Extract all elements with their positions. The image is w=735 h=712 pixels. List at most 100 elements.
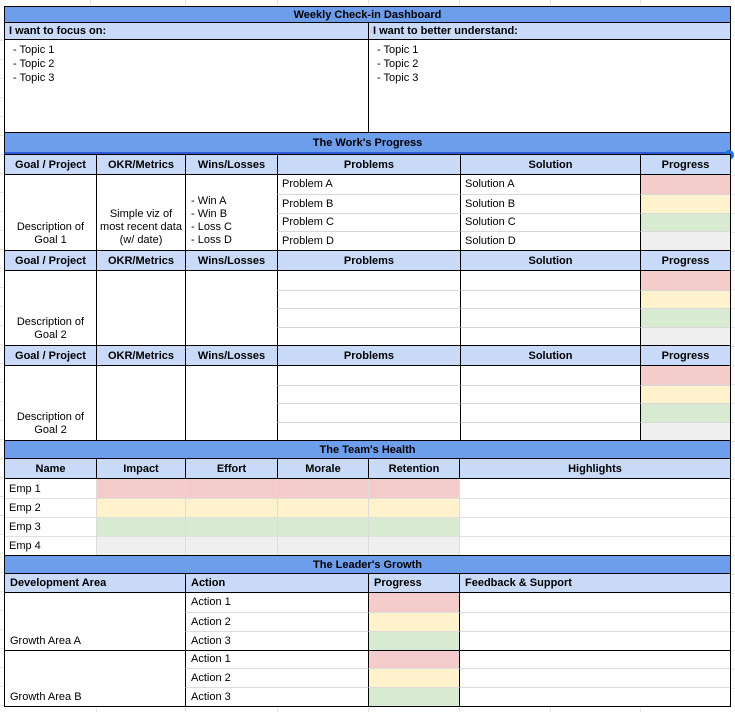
progress-status-cell[interactable] bbox=[640, 175, 730, 194]
col-header-action[interactable]: Action bbox=[185, 574, 368, 592]
col-header-goal-project[interactable]: Goal / Project bbox=[5, 346, 96, 365]
problem-cell[interactable] bbox=[277, 366, 460, 385]
action-cell[interactable]: Action 3 bbox=[185, 687, 368, 706]
employee-name-cell[interactable]: Emp 1 bbox=[5, 479, 96, 498]
problem-cell[interactable] bbox=[277, 289, 460, 308]
problem-cell[interactable]: Problem B bbox=[277, 193, 460, 213]
growth-area-cell[interactable]: Growth Area A bbox=[10, 634, 81, 647]
col-header-progress[interactable]: Progress bbox=[640, 346, 730, 365]
col-header-highlights[interactable]: Highlights bbox=[459, 459, 730, 478]
highlights-cell[interactable] bbox=[459, 479, 730, 498]
col-header-goal-project[interactable]: Goal / Project bbox=[5, 155, 96, 174]
focus-header-cell[interactable]: I want to focus on: bbox=[5, 23, 368, 39]
col-header-solution[interactable]: Solution bbox=[460, 346, 640, 365]
progress-status-cell[interactable] bbox=[640, 289, 730, 308]
impact-status-cell[interactable] bbox=[96, 536, 185, 555]
progress-status-cell[interactable] bbox=[640, 193, 730, 213]
solution-cell[interactable] bbox=[460, 384, 640, 403]
feedback-cell[interactable] bbox=[459, 687, 730, 706]
highlights-cell[interactable] bbox=[459, 517, 730, 536]
effort-status-cell[interactable] bbox=[185, 498, 277, 517]
solution-cell[interactable] bbox=[460, 366, 640, 385]
employee-name-cell[interactable]: Emp 2 bbox=[5, 498, 96, 517]
morale-status-cell[interactable] bbox=[277, 498, 368, 517]
dashboard-title-bar[interactable]: Weekly Check-in Dashboard bbox=[4, 6, 731, 23]
progress-status-cell[interactable] bbox=[640, 231, 730, 250]
progress-status-cell[interactable] bbox=[368, 668, 459, 688]
progress-status-cell[interactable] bbox=[368, 593, 459, 612]
col-header-feedback-support[interactable]: Feedback & Support bbox=[459, 574, 730, 592]
works-progress-section-bar[interactable]: The Work's Progress bbox=[4, 132, 731, 154]
feedback-cell[interactable] bbox=[459, 668, 730, 688]
progress-status-cell[interactable] bbox=[640, 384, 730, 403]
teams-health-section-bar[interactable]: The Team's Health bbox=[4, 440, 731, 459]
effort-status-cell[interactable] bbox=[185, 536, 277, 555]
col-header-progress[interactable]: Progress bbox=[640, 251, 730, 270]
progress-status-cell[interactable] bbox=[368, 630, 459, 650]
action-cell[interactable]: Action 2 bbox=[185, 611, 368, 631]
okr-metrics-cell[interactable] bbox=[96, 366, 185, 440]
progress-status-cell[interactable] bbox=[640, 308, 730, 327]
col-header-goal-project[interactable]: Goal / Project bbox=[5, 251, 96, 270]
wins-losses-cell[interactable] bbox=[185, 366, 277, 440]
effort-status-cell[interactable] bbox=[185, 517, 277, 536]
progress-status-cell[interactable] bbox=[640, 326, 730, 345]
progress-status-cell[interactable] bbox=[640, 421, 730, 440]
problem-cell[interactable] bbox=[277, 326, 460, 345]
col-header-morale[interactable]: Morale bbox=[277, 459, 368, 478]
retention-status-cell[interactable] bbox=[368, 479, 459, 498]
solution-cell[interactable]: Solution D bbox=[460, 231, 640, 250]
progress-status-cell[interactable] bbox=[640, 403, 730, 422]
feedback-cell[interactable] bbox=[459, 593, 730, 612]
goal-description-cell[interactable]: Description of Goal 2 bbox=[16, 316, 85, 341]
employee-name-cell[interactable]: Emp 3 bbox=[5, 517, 96, 536]
col-header-retention[interactable]: Retention bbox=[368, 459, 459, 478]
solution-cell[interactable] bbox=[460, 326, 640, 345]
problem-cell[interactable]: Problem A bbox=[277, 175, 460, 194]
col-header-progress[interactable]: Progress bbox=[640, 155, 730, 174]
solution-cell[interactable] bbox=[460, 289, 640, 308]
highlights-cell[interactable] bbox=[459, 498, 730, 517]
morale-status-cell[interactable] bbox=[277, 517, 368, 536]
impact-status-cell[interactable] bbox=[96, 498, 185, 517]
feedback-cell[interactable] bbox=[459, 611, 730, 631]
goal-description-cell[interactable]: Description of Goal 2 bbox=[16, 411, 85, 436]
impact-status-cell[interactable] bbox=[96, 517, 185, 536]
solution-cell[interactable] bbox=[460, 421, 640, 440]
progress-status-cell[interactable] bbox=[640, 366, 730, 385]
feedback-cell[interactable] bbox=[459, 630, 730, 650]
growth-area-cell[interactable]: Growth Area B bbox=[5, 649, 185, 707]
action-cell[interactable]: Action 1 bbox=[185, 649, 368, 669]
col-header-wins-losses[interactable]: Wins/Losses bbox=[185, 346, 277, 365]
feedback-cell[interactable] bbox=[459, 649, 730, 669]
progress-status-cell[interactable] bbox=[368, 649, 459, 669]
wins-losses-cell[interactable]: - Win A - Win B - Loss C - Loss D bbox=[185, 175, 277, 250]
problem-cell[interactable] bbox=[277, 421, 460, 440]
highlights-cell[interactable] bbox=[459, 536, 730, 555]
col-header-problems[interactable]: Problems bbox=[277, 155, 460, 174]
col-header-problems[interactable]: Problems bbox=[277, 346, 460, 365]
morale-status-cell[interactable] bbox=[277, 536, 368, 555]
col-header-problems[interactable]: Problems bbox=[277, 251, 460, 270]
retention-status-cell[interactable] bbox=[368, 536, 459, 555]
morale-status-cell[interactable] bbox=[277, 479, 368, 498]
problem-cell[interactable] bbox=[277, 308, 460, 327]
goal-description-cell[interactable]: Description of Goal 1 bbox=[16, 221, 85, 246]
okr-metrics-cell[interactable]: Simple viz of most recent data (w/ date) bbox=[96, 175, 185, 250]
understand-header-cell[interactable]: I want to better understand: bbox=[368, 23, 730, 39]
focus-topics-cell[interactable]: - Topic 1 - Topic 2 - Topic 3 bbox=[5, 40, 368, 132]
problem-cell[interactable] bbox=[277, 271, 460, 290]
effort-status-cell[interactable] bbox=[185, 479, 277, 498]
solution-cell[interactable]: Solution B bbox=[460, 193, 640, 213]
solution-cell[interactable]: Solution C bbox=[460, 212, 640, 232]
solution-cell[interactable] bbox=[460, 403, 640, 422]
leaders-growth-section-bar[interactable]: The Leader's Growth bbox=[4, 555, 731, 574]
action-cell[interactable]: Action 2 bbox=[185, 668, 368, 688]
problem-cell[interactable]: Problem D bbox=[277, 231, 460, 250]
employee-name-cell[interactable]: Emp 4 bbox=[5, 536, 96, 555]
retention-status-cell[interactable] bbox=[368, 517, 459, 536]
wins-losses-cell[interactable] bbox=[185, 271, 277, 345]
action-cell[interactable]: Action 3 bbox=[185, 630, 368, 650]
solution-cell[interactable] bbox=[460, 271, 640, 290]
problem-cell[interactable] bbox=[277, 403, 460, 422]
